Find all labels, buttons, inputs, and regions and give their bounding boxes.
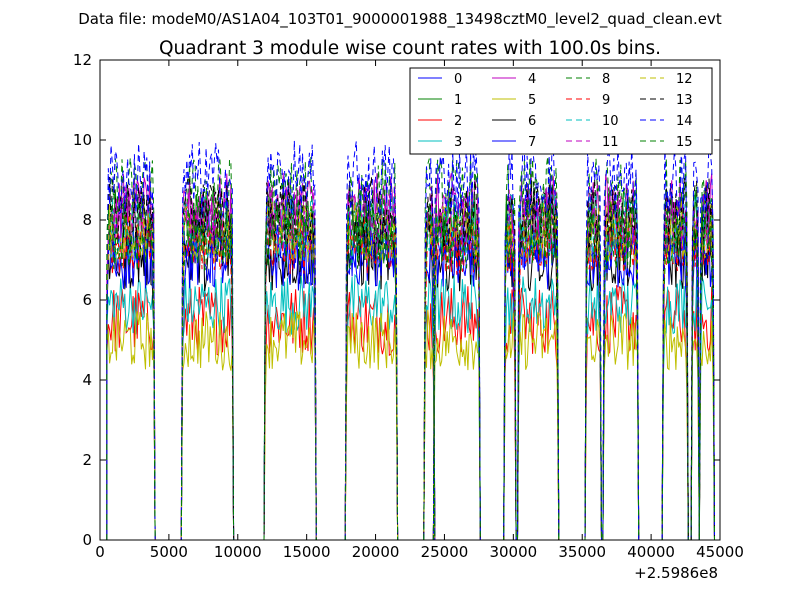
x-tick-label: 10000 [214,543,262,561]
y-tick-label: 10 [73,131,92,149]
x-tick-label: 35000 [558,543,606,561]
chart-suptitle: Data file: modeM0/AS1A04_103T01_90000019… [78,10,722,29]
legend-label-11: 11 [602,135,619,150]
legend-box [409,67,713,155]
x-tick-label: 0 [95,543,105,561]
series-layer [106,140,715,540]
legend-label-15: 15 [676,135,693,150]
y-tick-label: 0 [82,531,92,549]
series-line-2 [106,285,715,540]
legend-label-13: 13 [676,93,693,108]
legend-label-12: 12 [676,72,693,87]
series-line-12 [106,201,715,540]
x-tick-label: 15000 [283,543,331,561]
y-tick-label: 2 [82,451,92,469]
legend-label-5: 5 [528,93,536,108]
y-tick-label: 8 [82,211,92,229]
x-axis: 0 5000 10000 15000 20000 25000 30000 35000 40000… [95,60,744,561]
legend-label-14: 14 [676,114,693,129]
x-tick-label: 25000 [421,543,469,561]
x-tick-label: 30000 [489,543,537,561]
legend-label-3: 3 [454,135,462,150]
series-line-7 [106,229,715,540]
series-line-13 [106,176,715,540]
legend-label-9: 9 [602,93,610,108]
legend-label-2: 2 [454,114,462,129]
legend-label-8: 8 [602,72,610,87]
y-tick-label: 6 [82,291,92,309]
legend-label-6: 6 [528,114,536,129]
legend-label-10: 10 [602,114,619,129]
chart-title: Quadrant 3 module wise count rates with … [159,38,661,59]
x-offset-label: +2.5986e8 [634,564,718,582]
legend-label-0: 0 [454,72,462,87]
series-line-3 [106,273,715,540]
x-tick-label: 40000 [627,543,675,561]
y-tick-label: 12 [73,51,92,69]
plot-area: 0 5000 10000 15000 20000 25000 30000 35000 40000… [73,51,744,582]
x-tick-label: 20000 [352,543,400,561]
legend-label-4: 4 [528,72,536,87]
series-line-14 [106,140,715,540]
series-line-8 [106,156,715,540]
x-tick-label: 5000 [150,543,188,561]
legend-label-7: 7 [528,135,536,150]
series-line-15 [106,200,715,540]
series-line-5 [106,309,715,540]
legend-label-1: 1 [454,93,462,108]
y-tick-label: 4 [82,371,92,389]
x-tick-label: 45000 [696,543,744,561]
